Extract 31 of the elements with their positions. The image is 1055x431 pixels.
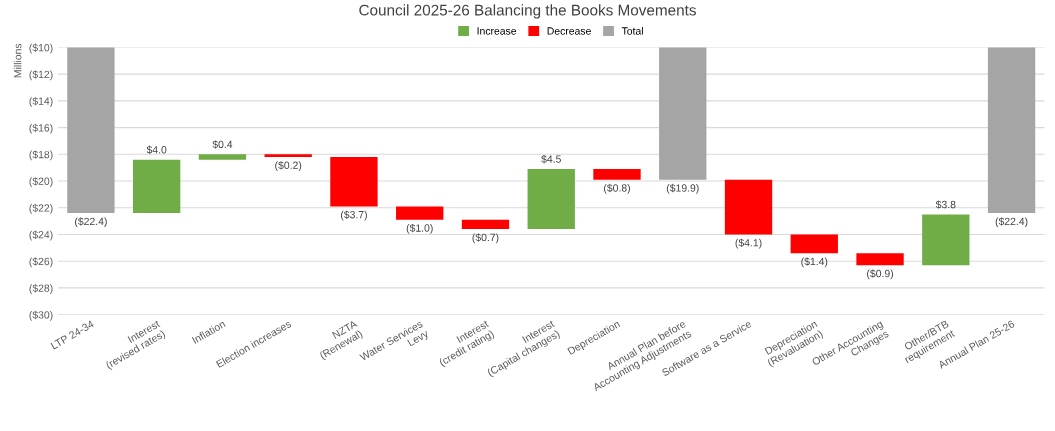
text: $3.8 [935,200,956,209]
y-tick-label: ($10) [29,43,53,54]
y-axis-title: Millions [13,43,22,78]
text: ($0.7) [472,233,499,244]
text: ($1.4) [801,257,828,268]
legend-label: Increase [477,27,517,35]
y-tick-label: ($28) [29,284,53,294]
legend-label: Decrease [547,27,591,35]
text: ($4.1) [735,238,762,249]
y-tick-label: ($18) [29,150,53,161]
text: ($0.9) [867,269,894,280]
text: ($3.7) [340,210,367,221]
y-tick-label: ($20) [29,177,53,188]
text: $0.4 [212,140,233,149]
text: ($22.4) [75,217,107,228]
legend-label: Total [621,26,643,35]
y-tick-label: ($30) [29,310,53,321]
y-tick-label: ($12) [29,70,53,81]
y-tick-label: ($24) [29,230,53,241]
y-tick-label: ($22) [29,203,53,214]
text: ($22.4) [995,217,1028,228]
text: ($0.8) [604,183,630,194]
text: $4.0 [146,145,167,155]
text: ($0.2) [275,161,302,171]
y-tick-label: ($16) [29,123,53,134]
y-tick-label: ($14) [29,97,53,107]
text: ($19.9) [666,183,699,194]
chart-title: Council 2025-26 Balancing the Books Movements [359,4,696,19]
text: ($1.0) [406,223,433,234]
y-tick-label: ($26) [29,257,53,268]
text: $4.5 [541,154,561,164]
